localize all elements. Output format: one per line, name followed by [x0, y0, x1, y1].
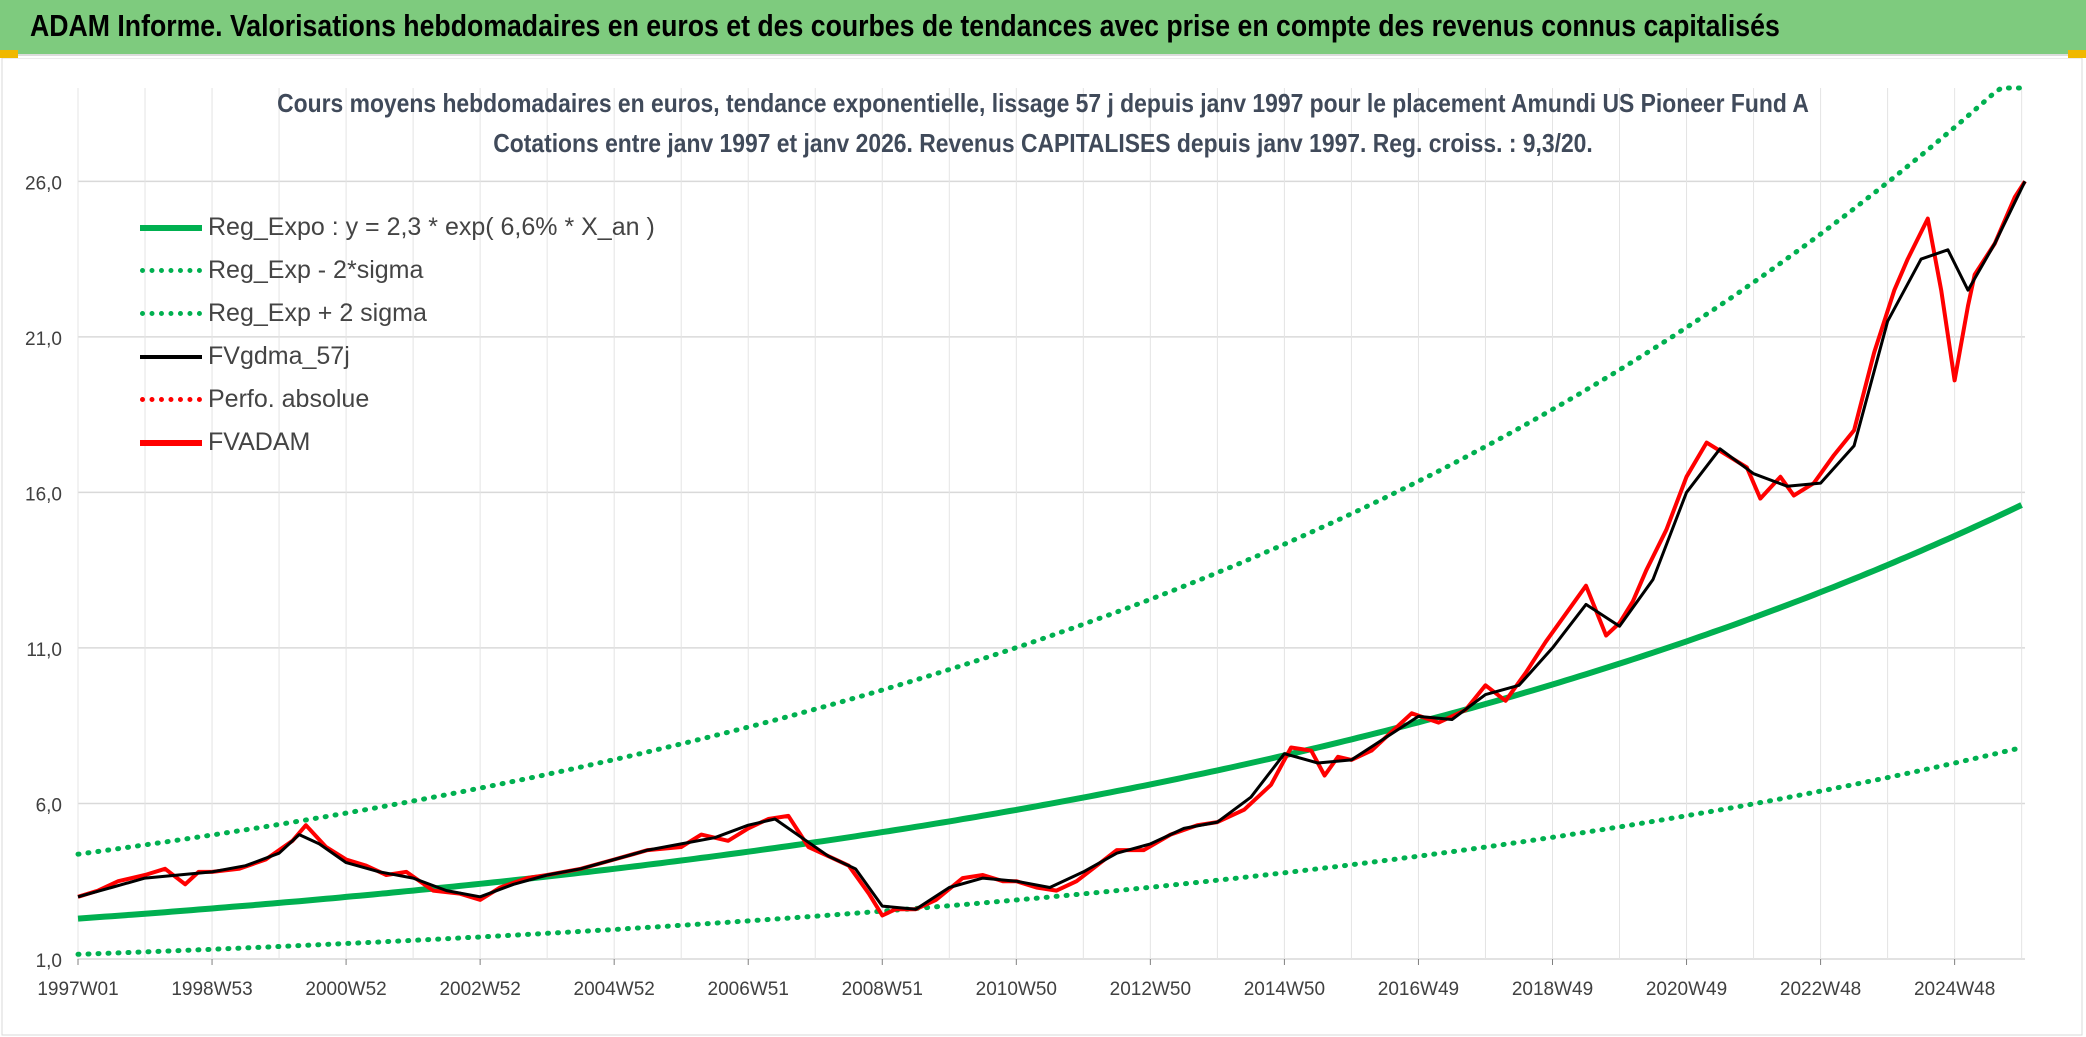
chart-legend: Reg_Expo : y = 2,3 * exp( 6,6% * X_an ) R…: [140, 206, 655, 464]
legend-label: Reg_Expo : y = 2,3 * exp( 6,6% * X_an ): [208, 213, 655, 241]
legend-item: Reg_Exp - 2*sigma: [140, 249, 655, 292]
legend-item: FVgdma_57j: [140, 335, 655, 378]
legend-swatch: [140, 439, 202, 446]
legend-label: FVgdma_57j: [208, 342, 350, 370]
chart-area: 1,0 6,0 11,0 16,0 21,0 26,0 1997W01 1998W53 2000…: [0, 58, 2086, 1037]
legend-item: Perfo. absolue: [140, 378, 655, 421]
y-tick-label: 21,0: [25, 329, 62, 350]
legend-item: Reg_Exp + 2 sigma: [140, 292, 655, 335]
legend-item: Reg_Expo : y = 2,3 * exp( 6,6% * X_an ): [140, 206, 655, 249]
x-tick-label: 1998W53: [171, 979, 252, 1000]
legend-swatch: [140, 354, 202, 359]
y-tick-label: 11,0: [26, 640, 62, 661]
series-reg-exp-plus-2-sigma: [75, 85, 2025, 857]
x-tick-label: 2024W48: [1914, 979, 1995, 1000]
y-tick-label: 26,0: [25, 173, 62, 194]
x-tick-label: 1997W01: [37, 979, 118, 1000]
x-tick-label: 2006W51: [708, 979, 789, 1000]
y-tick-label: 1,0: [36, 951, 62, 972]
header-corner-right: [2068, 50, 2086, 58]
legend-swatch: [140, 224, 202, 231]
legend-label: Perfo. absolue: [208, 385, 370, 413]
x-tick-label: 2004W52: [574, 979, 655, 1000]
series-fvgdma-57j: [77, 180, 2027, 911]
x-tick-label: 2022W48: [1780, 979, 1861, 1000]
chart-subtitle: Cotations entre janv 1997 et janv 2026. …: [493, 128, 1593, 158]
legend-swatch: [140, 268, 202, 273]
legend-label: Reg_Exp + 2 sigma: [208, 299, 427, 327]
page-title: ADAM Informe. Valorisations hebdomadaire…: [30, 8, 1780, 43]
legend-swatch: [140, 311, 202, 316]
legend-swatch: [140, 397, 202, 402]
legend-label: Reg_Exp - 2*sigma: [208, 256, 424, 284]
chart-title: Cours moyens hebdomadaires en euros, ten…: [277, 88, 1809, 118]
x-tick-label: 2014W50: [1244, 979, 1325, 1000]
x-tick-label: 2010W50: [976, 979, 1057, 1000]
x-tick-label: 2002W52: [439, 979, 520, 1000]
header-corner-left: [0, 50, 18, 58]
x-tick-label: 2016W49: [1378, 979, 1459, 1000]
x-tick-label: 2012W50: [1110, 979, 1191, 1000]
x-tick-label: 2018W49: [1512, 979, 1593, 1000]
y-tick-label: 16,0: [25, 484, 62, 505]
x-tick-label: 2020W49: [1646, 979, 1727, 1000]
x-tick-label: 2008W51: [842, 979, 923, 1000]
header-bar: ADAM Informe. Valorisations hebdomadaire…: [0, 0, 2086, 58]
chart-svg: 1,0 6,0 11,0 16,0 21,0 26,0 1997W01 1998W53 2000…: [1, 58, 2083, 1036]
x-tick-label: 2000W52: [305, 979, 386, 1000]
series-reg-expo: [77, 502, 2023, 922]
legend-label: FVADAM: [208, 428, 311, 456]
y-tick-label: 6,0: [36, 795, 62, 816]
legend-item: FVADAM: [140, 421, 655, 464]
